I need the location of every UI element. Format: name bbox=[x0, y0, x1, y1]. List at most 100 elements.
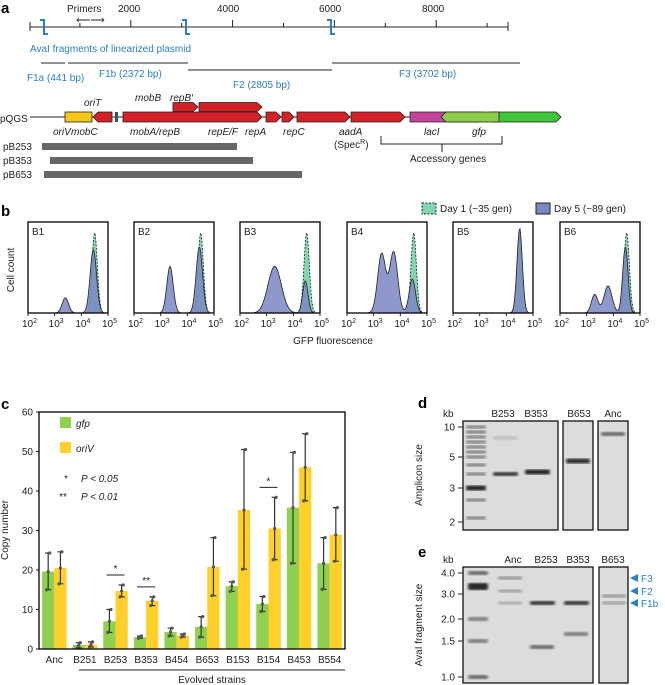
replicate-point bbox=[57, 582, 61, 586]
fragment-label: F1a (441 bp) bbox=[27, 73, 84, 84]
x-tick-label: B554 bbox=[318, 655, 342, 666]
legend-swatch-gfp bbox=[60, 417, 71, 428]
sig-legend-text: P < 0.01 bbox=[81, 492, 118, 503]
aval-cut-icon bbox=[40, 19, 48, 35]
x-tick-label: 102 bbox=[341, 318, 356, 330]
gene-mobB bbox=[172, 102, 199, 112]
gene-label: mobC bbox=[71, 127, 98, 138]
gel-band bbox=[566, 458, 590, 464]
replicate-point bbox=[150, 599, 154, 603]
replicate-point bbox=[89, 643, 93, 647]
bar-oriV-B153 bbox=[237, 509, 251, 649]
deletion-label: pB353 bbox=[3, 156, 32, 167]
x-tick-label: 102 bbox=[22, 318, 37, 330]
replicate-point bbox=[259, 609, 263, 614]
y-tick-label: 10 bbox=[22, 605, 34, 616]
x-tick-label: 103 bbox=[261, 318, 276, 330]
gel-band bbox=[468, 586, 488, 590]
lane-label: B253 bbox=[491, 409, 515, 420]
bar-oriV-Anc bbox=[54, 568, 67, 649]
lane-label: B353 bbox=[566, 555, 590, 566]
gel-band bbox=[525, 469, 550, 475]
x-tick-label: 104 bbox=[607, 318, 622, 330]
lane-label: B253 bbox=[534, 555, 558, 566]
gene-label: repE/F bbox=[208, 127, 239, 138]
deletion-label: pB253 bbox=[3, 142, 32, 153]
gel-band bbox=[493, 472, 518, 476]
replicate-point bbox=[78, 641, 82, 645]
replicate-point bbox=[198, 635, 202, 639]
replicate-point bbox=[120, 589, 124, 593]
legend-day1: Day 1 (~35 gen) bbox=[440, 204, 512, 215]
replicate-point bbox=[167, 634, 171, 638]
replicate-point bbox=[291, 505, 295, 510]
x-tick-label: Anc bbox=[46, 655, 63, 666]
histogram-frame bbox=[559, 221, 641, 314]
gene-label: oriV bbox=[53, 127, 72, 138]
panel-label-d: d bbox=[418, 395, 427, 412]
gel-band bbox=[466, 425, 486, 429]
replicate-point bbox=[292, 450, 297, 454]
y-tick-label: 30 bbox=[22, 526, 34, 537]
x-tick-label: 102 bbox=[234, 318, 249, 330]
legend-swatch-day1 bbox=[421, 202, 437, 215]
replicate-point bbox=[242, 508, 246, 512]
bar-gfp-B153 bbox=[225, 586, 238, 649]
bar-gfp-B453 bbox=[286, 507, 300, 649]
replicate-point bbox=[271, 558, 275, 562]
fragment-label: F1b (2372 bp) bbox=[99, 69, 162, 80]
y-axis-label: AvaI fragment size bbox=[414, 583, 425, 666]
gel-d-b653 bbox=[562, 420, 594, 531]
aval-label: AvaI fragments of linearized plasmid bbox=[30, 44, 191, 55]
x-tick-label: 105 bbox=[102, 318, 117, 330]
gel-band bbox=[602, 594, 626, 598]
bar-gfp-B653 bbox=[195, 626, 208, 649]
y-tick-label: 1.5 bbox=[441, 637, 455, 648]
primers-label: Primers bbox=[67, 4, 101, 15]
bar-oriV-B653 bbox=[207, 566, 220, 649]
bar-oriV-B154 bbox=[268, 528, 281, 649]
oriT-site bbox=[115, 112, 118, 122]
y-tick-label: 60 bbox=[22, 408, 34, 419]
y-axis-label: Copy number bbox=[0, 499, 11, 560]
gene-mobA-repB bbox=[122, 111, 263, 123]
gel-band bbox=[466, 435, 486, 439]
sig-legend-mark: * bbox=[64, 474, 68, 485]
replicate-point bbox=[303, 465, 307, 469]
sig-legend-mark: ** bbox=[59, 492, 67, 503]
gel-band bbox=[466, 472, 486, 476]
bar-gfp-B353 bbox=[133, 637, 147, 649]
gene-label: repC bbox=[283, 127, 305, 138]
lane-label: Anc bbox=[604, 409, 621, 420]
sig-legend-text: P < 0.05 bbox=[81, 474, 119, 485]
bar-gfp-B554 bbox=[317, 563, 330, 649]
x-tick-label: 104 bbox=[181, 318, 196, 330]
histogram-frame bbox=[27, 221, 109, 314]
gel-band bbox=[498, 589, 522, 593]
x-tick-label: 102 bbox=[447, 318, 462, 330]
replicate-point bbox=[118, 595, 122, 599]
gene-label-mobB: mobB bbox=[135, 93, 161, 104]
gene-label: repA bbox=[245, 127, 266, 138]
x-tick-label: 103 bbox=[49, 318, 64, 330]
axis-tick-label: 6000 bbox=[319, 4, 342, 15]
legend-oriV: oriV bbox=[76, 444, 95, 455]
replicate-point bbox=[228, 589, 232, 593]
replicate-point bbox=[107, 619, 111, 623]
y-tick-label: 1.0 bbox=[441, 673, 455, 684]
replicate-point bbox=[213, 536, 217, 540]
sample-label: B4 bbox=[351, 227, 364, 238]
replicate-point bbox=[170, 626, 174, 630]
gene-repC bbox=[350, 111, 406, 123]
x-tick-label: 102 bbox=[554, 318, 569, 330]
x-tick-label: B353 bbox=[134, 655, 158, 666]
sample-label: B5 bbox=[457, 227, 470, 238]
histogram-frame bbox=[452, 221, 534, 314]
legend-day5: Day 5 (~89 gen) bbox=[554, 204, 626, 215]
y-axis-label: Cell count bbox=[6, 248, 17, 293]
gene-repF bbox=[281, 111, 295, 123]
histogram-day5 bbox=[453, 227, 534, 314]
x-tick-label: 105 bbox=[421, 318, 436, 330]
gel-d-anc bbox=[597, 420, 629, 531]
bar-oriV-B253 bbox=[115, 590, 128, 649]
